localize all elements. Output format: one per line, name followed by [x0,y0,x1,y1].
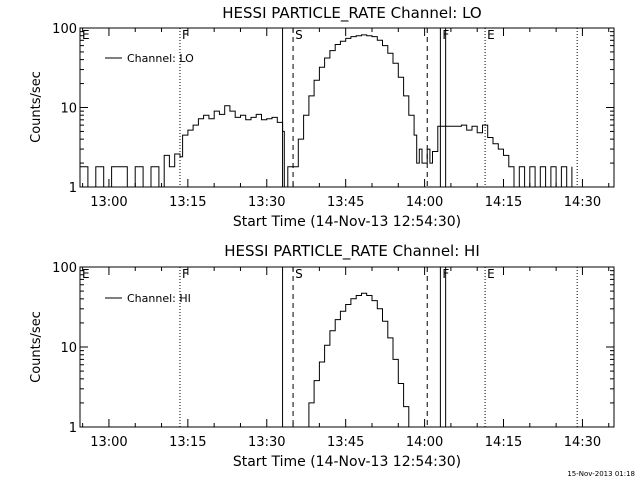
footer-timestamp: 15-Nov-2013 01:18 [567,470,635,478]
x-tick-label: 13:30 [248,435,285,450]
x-tick-label: 13:45 [327,195,364,210]
x-axis-label: Start Time (14-Nov-13 12:54:30) [233,454,461,470]
time-marker-label: F [182,28,189,42]
x-tick-label: 14:15 [485,435,522,450]
chart-title: HESSI PARTICLE_RATE Channel: LO [222,4,481,23]
x-tick-label: 14:00 [406,435,443,450]
y-axis-label: Counts/sec [29,71,44,143]
x-tick-label: 14:30 [564,435,601,450]
x-tick-label: 13:15 [169,435,206,450]
x-tick-label: 14:30 [564,195,601,210]
legend-label: Channel: HI [127,292,191,305]
x-tick-label: 13:00 [90,195,127,210]
y-tick-label: 1 [69,421,77,436]
x-tick-label: 14:15 [485,195,522,210]
time-marker-label: E [487,28,495,42]
legend: Channel: LO [105,52,194,65]
time-marker-label: S [295,267,303,281]
legend: Channel: HI [105,292,191,305]
time-marker-label: E [82,267,90,281]
x-tick-label: 13:00 [90,435,127,450]
x-tick-label: 14:00 [406,195,443,210]
legend-label: Channel: LO [127,52,194,65]
y-tick-label: 100 [52,261,77,276]
x-axis-label: Start Time (14-Nov-13 12:54:30) [233,214,461,230]
data-series-line [80,34,573,188]
y-tick-label: 1 [69,181,77,196]
y-tick-label: 100 [52,22,77,37]
y-axis-label: Counts/sec [29,311,44,383]
plot-frame [79,27,615,188]
x-tick-label: 13:30 [248,195,285,210]
time-marker-label: E [82,28,90,42]
y-tick-label: 10 [60,102,77,117]
chart-panel-lo: HESSI PARTICLE_RATE Channel: LO Counts/s… [29,4,615,230]
time-marker-label: E [487,267,495,281]
y-tick-label: 10 [60,341,77,356]
x-tick-label: 13:15 [169,195,206,210]
plot-frame [79,266,615,428]
chart-panel-hi: HESSI PARTICLE_RATE Channel: HI Counts/s… [29,242,615,470]
data-series-line [303,292,410,428]
x-tick-label: 13:45 [327,435,364,450]
time-marker-label: F [182,267,189,281]
time-marker-label: S [295,28,303,42]
chart-title: HESSI PARTICLE_RATE Channel: HI [224,242,480,261]
